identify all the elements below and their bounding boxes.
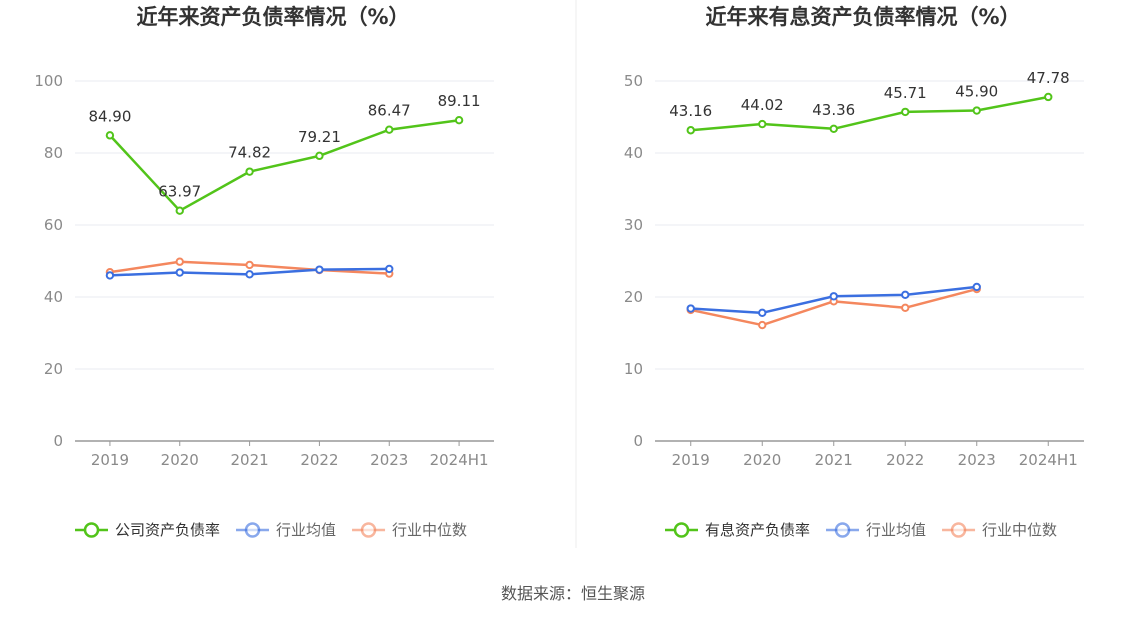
legend-marker-icon bbox=[83, 522, 100, 538]
legend: 公司资产负债率 行业均值 行业中位数 bbox=[75, 521, 467, 539]
data-point[interactable] bbox=[385, 264, 394, 274]
data-point[interactable] bbox=[245, 270, 254, 279]
legend-marker-icon bbox=[950, 522, 967, 538]
x-tick-label: 2019 bbox=[672, 451, 710, 469]
legend-label: 有息资产负债率 bbox=[705, 521, 810, 539]
data-point[interactable] bbox=[175, 268, 184, 277]
data-point[interactable] bbox=[454, 116, 464, 125]
y-tick-label: 10 bbox=[624, 360, 643, 378]
legend: 有息资产负债率 行业均值 行业中位数 bbox=[665, 521, 1057, 539]
legend-item-0[interactable]: 有息资产负债率 bbox=[665, 521, 810, 539]
x-tick-label: 2023 bbox=[958, 451, 996, 469]
data-point[interactable] bbox=[686, 126, 695, 135]
legend-item-1[interactable]: 行业均值 bbox=[236, 521, 336, 539]
data-point[interactable] bbox=[175, 257, 184, 266]
data-point[interactable] bbox=[686, 304, 695, 313]
y-tick-label: 0 bbox=[53, 432, 63, 450]
data-label: 79.21 bbox=[298, 128, 341, 146]
legend-label: 行业中位数 bbox=[982, 521, 1057, 539]
legend-item-1[interactable]: 行业均值 bbox=[826, 521, 926, 539]
x-tick-label: 2024H1 bbox=[1019, 451, 1078, 469]
data-point[interactable] bbox=[901, 303, 910, 312]
legend-marker-icon bbox=[360, 522, 377, 538]
series-0: 43.16 44.02 43.36 45.71 45.90 47.78 bbox=[669, 69, 1070, 135]
legend-label: 公司资产负债率 bbox=[115, 521, 220, 539]
y-tick-label: 80 bbox=[44, 144, 63, 162]
data-label: 86.47 bbox=[368, 102, 411, 120]
data-point[interactable] bbox=[758, 119, 767, 129]
data-label: 45.90 bbox=[955, 83, 998, 101]
y-tick-label: 20 bbox=[44, 360, 63, 378]
series-line bbox=[690, 95, 1049, 132]
data-point[interactable] bbox=[758, 320, 767, 330]
data-point[interactable] bbox=[829, 124, 838, 134]
y-tick-label: 40 bbox=[44, 288, 63, 306]
y-tick-label: 20 bbox=[624, 288, 643, 306]
legend-item-0[interactable]: 公司资产负债率 bbox=[75, 521, 220, 539]
y-tick-label: 30 bbox=[624, 216, 643, 234]
data-point[interactable] bbox=[1044, 92, 1053, 102]
data-point[interactable] bbox=[829, 292, 838, 301]
data-label: 89.11 bbox=[438, 92, 481, 110]
x-tick-label: 2019 bbox=[91, 451, 129, 469]
data-point[interactable] bbox=[175, 206, 184, 215]
series-line bbox=[108, 118, 460, 212]
x-tick-label: 2023 bbox=[370, 451, 408, 469]
data-point[interactable] bbox=[972, 282, 981, 292]
data-point[interactable] bbox=[758, 308, 767, 318]
legend-item-2[interactable]: 行业中位数 bbox=[352, 521, 467, 539]
legend-item-2[interactable]: 行业中位数 bbox=[942, 521, 1057, 539]
data-point[interactable] bbox=[901, 290, 910, 300]
data-label: 45.71 bbox=[884, 84, 927, 102]
y-tick-label: 60 bbox=[44, 216, 63, 234]
series-0: 84.90 63.97 74.82 79.21 86.47 89.11 bbox=[88, 92, 481, 215]
data-point[interactable] bbox=[105, 131, 115, 140]
legend-marker-icon bbox=[834, 522, 851, 538]
chart-title: 近年来有息资产负债率情况（%） bbox=[705, 5, 1020, 29]
legend-marker-icon bbox=[673, 522, 690, 538]
interest-bearing-debt-ratio-chart: 近年来有息资产负债率情况（%） 0 10 20 30 40 50 2019 2020 2021 20… bbox=[624, 5, 1084, 539]
data-label: 84.90 bbox=[88, 107, 131, 125]
data-label: 63.97 bbox=[158, 183, 201, 201]
data-label: 74.82 bbox=[228, 144, 271, 162]
legend-label: 行业中位数 bbox=[392, 521, 467, 539]
x-tick-label: 2021 bbox=[230, 451, 268, 469]
x-tick-label: 2024H1 bbox=[430, 451, 489, 469]
x-tick-label: 2021 bbox=[815, 451, 853, 469]
x-tick-label: 2022 bbox=[886, 451, 924, 469]
data-point[interactable] bbox=[245, 167, 254, 176]
series-1 bbox=[686, 282, 981, 318]
data-point[interactable] bbox=[105, 271, 115, 280]
x-tick-label: 2022 bbox=[300, 451, 338, 469]
data-point[interactable] bbox=[972, 106, 981, 115]
legend-label: 行业均值 bbox=[276, 521, 336, 539]
debt-ratio-chart: 近年来资产负债率情况（%） 0 20 40 60 80 100 2019 2020 2021 202… bbox=[34, 5, 494, 539]
x-tick-label: 2020 bbox=[743, 451, 781, 469]
x-tick-label: 2020 bbox=[161, 451, 199, 469]
data-point[interactable] bbox=[315, 151, 324, 161]
data-point[interactable] bbox=[245, 260, 254, 270]
y-tick-label: 50 bbox=[624, 72, 643, 90]
data-point[interactable] bbox=[315, 265, 324, 274]
series-1 bbox=[105, 264, 394, 280]
data-label: 47.78 bbox=[1027, 69, 1070, 87]
y-tick-label: 40 bbox=[624, 144, 643, 162]
chart-title: 近年来资产负债率情况（%） bbox=[136, 5, 409, 29]
data-point[interactable] bbox=[901, 107, 910, 117]
data-label: 43.36 bbox=[812, 101, 855, 119]
legend-marker-icon bbox=[244, 522, 261, 538]
legend-label: 行业均值 bbox=[866, 521, 926, 539]
y-tick-label: 100 bbox=[34, 72, 63, 90]
data-point[interactable] bbox=[385, 125, 394, 134]
y-tick-label: 0 bbox=[633, 432, 643, 450]
data-label: 44.02 bbox=[741, 96, 784, 114]
data-label: 43.16 bbox=[669, 102, 712, 120]
source-note: 数据来源：恒生聚源 bbox=[501, 584, 645, 603]
